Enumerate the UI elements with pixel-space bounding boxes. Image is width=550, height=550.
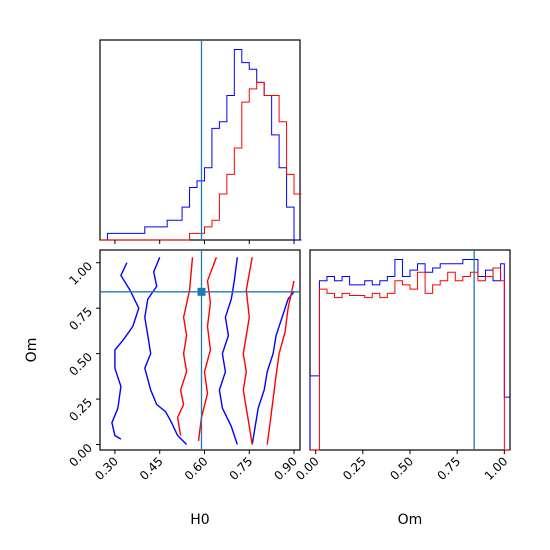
panel-frame	[99, 39, 301, 241]
hist-om-series-blue	[309, 259, 510, 450]
x-tick-label-h0: 0.30	[92, 454, 121, 483]
x-axis-label-om: Om	[398, 512, 423, 528]
x-tick-label-h0: 0.45	[137, 454, 166, 483]
contour-lines	[111, 257, 295, 445]
y-tick-label-om: 1.00	[66, 259, 95, 288]
x-tick-label-h0: 0.75	[227, 454, 256, 483]
histogram-panel-h0	[99, 39, 302, 241]
histogram-panel-om	[309, 249, 511, 451]
x-tick-label-om: 1.00	[482, 454, 511, 483]
x-tick-label-om: 0.75	[434, 454, 463, 483]
x-tick-label-om: 0.00	[293, 454, 322, 483]
hist-h0-series-blue	[100, 49, 302, 241]
x-tick-label-om: 0.25	[340, 454, 369, 483]
hist-om-series-red	[310, 267, 510, 451]
contour-blue-level-3	[218, 257, 238, 445]
y-tick-label-om: 0.75	[66, 304, 95, 333]
y-axis-label-om: Om	[24, 338, 40, 363]
contour-panel-h0-om	[99, 249, 301, 451]
panel-frame	[99, 249, 301, 451]
panel-frame	[309, 249, 511, 451]
contour-red-level-3	[242, 257, 253, 445]
x-tick-label-om: 0.50	[387, 454, 416, 483]
contour-red-level-2	[176, 257, 194, 436]
hist-h0-series-red	[100, 81, 302, 241]
x-tick-label-h0: 0.60	[182, 454, 211, 483]
contour-red-level-1	[197, 257, 218, 441]
y-tick-label-om: 0.25	[66, 395, 95, 424]
contour-blue-level-2	[144, 257, 188, 445]
y-tick-label-om: 0.00	[66, 441, 95, 470]
contour-blue-level-4	[251, 291, 295, 445]
tick-layer: 0.30 0.45 0.60 0.75 0.900.000.250.500.751.00…	[66, 240, 510, 483]
contour-red-level-4	[266, 280, 295, 445]
y-tick-label-om: 0.50	[66, 350, 95, 379]
contour-blue-level-1	[111, 262, 140, 440]
x-axis-label-h0: H0	[190, 512, 209, 528]
x-tick-label-h0: 0.90	[271, 454, 300, 483]
truth-marker	[197, 287, 206, 296]
